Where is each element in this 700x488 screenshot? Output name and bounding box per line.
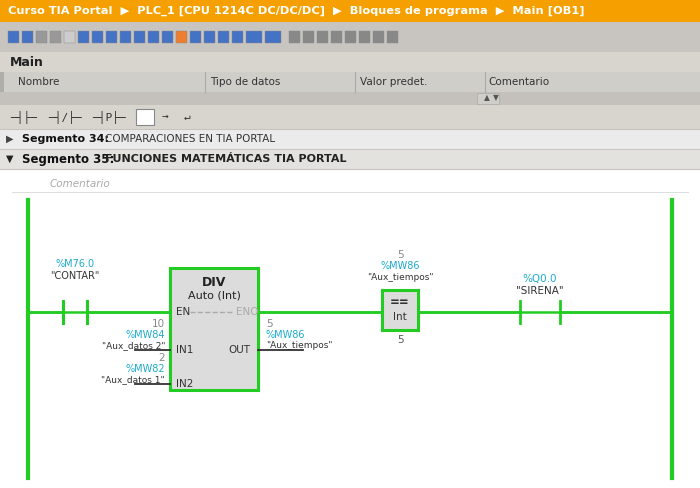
Bar [317,31,328,43]
Text: %MW82: %MW82 [125,364,165,374]
Text: ─┤/├─: ─┤/├─ [48,110,82,123]
Text: ENO: ENO [236,307,258,317]
Bar [218,31,229,43]
Bar [0,129,700,149]
Bar [22,31,33,43]
Bar [204,31,215,43]
Text: IN1: IN1 [176,345,193,355]
Text: 5: 5 [266,319,272,329]
Bar [0,52,700,72]
Bar [359,31,370,43]
Bar [246,31,262,43]
Bar [78,31,89,43]
Bar [289,31,300,43]
Bar [92,31,103,43]
Bar [382,290,418,330]
Text: Nombre: Nombre [18,77,60,87]
Text: Auto (Int): Auto (Int) [188,290,240,300]
Text: ─┤P├─: ─┤P├─ [92,110,126,123]
Text: Segmento 34:: Segmento 34: [22,134,109,144]
Bar [36,31,47,43]
Bar [170,268,258,390]
Text: ↵: ↵ [184,112,190,122]
Bar [345,31,356,43]
Bar [190,31,201,43]
Bar [477,93,499,104]
Text: ▼: ▼ [493,94,499,102]
Text: 10: 10 [152,319,165,329]
Bar [176,31,187,43]
Text: Int: Int [393,312,407,322]
Bar [0,22,700,52]
Text: Comentario: Comentario [488,77,549,87]
Text: %M76.0: %M76.0 [55,259,94,269]
Bar [0,72,700,92]
Bar [134,31,145,43]
Bar [0,0,700,22]
Text: %MW84: %MW84 [125,330,165,340]
Text: Segmento 35:: Segmento 35: [22,152,114,165]
Text: ▲: ▲ [484,94,490,102]
Text: "Aux_datos 1": "Aux_datos 1" [102,375,165,385]
Text: Curso TIA Portal  ▶  PLC_1 [CPU 1214C DC/DC/DC]  ▶  Bloques de programa  ▶  Main: Curso TIA Portal ▶ PLC_1 [CPU 1214C DC/D… [8,6,584,16]
Bar [265,31,281,43]
Bar [0,170,700,488]
Text: %MW86: %MW86 [266,330,305,340]
Bar [148,31,159,43]
Text: "Aux_datos 2": "Aux_datos 2" [102,342,165,350]
Bar [373,31,384,43]
Bar [0,92,700,105]
Text: ─┤├─: ─┤├─ [10,110,37,123]
Bar [64,31,75,43]
Text: ==: == [390,297,410,309]
Bar [0,72,4,92]
Text: EN: EN [176,307,190,317]
Bar [8,31,19,43]
Bar [106,31,117,43]
Text: FUNCIONES MATEMÁTICAS TIA PORTAL: FUNCIONES MATEMÁTICAS TIA PORTAL [105,154,346,164]
Text: Valor predet.: Valor predet. [360,77,428,87]
Text: ▶: ▶ [6,134,13,144]
Text: →: → [162,112,169,122]
Text: OUT: OUT [228,345,250,355]
Text: IN2: IN2 [176,379,193,389]
Text: %Q0.0: %Q0.0 [523,274,557,284]
Text: "Aux_tiempos": "Aux_tiempos" [266,342,332,350]
Bar [162,31,173,43]
Text: Comentario: Comentario [50,179,111,189]
Text: 2: 2 [158,353,165,363]
Bar [50,31,61,43]
Bar [232,31,243,43]
Text: ??: ?? [138,112,151,122]
Text: Main: Main [10,56,44,68]
Text: "CONTAR": "CONTAR" [50,271,99,281]
Text: ▼: ▼ [6,154,13,164]
Bar [0,149,700,169]
Bar [303,31,314,43]
Text: "Aux_tiempos": "Aux_tiempos" [367,272,433,282]
Text: 5: 5 [397,335,403,345]
Text: Tipo de datos: Tipo de datos [210,77,281,87]
Text: "SIRENA": "SIRENA" [516,286,564,296]
Bar [331,31,342,43]
Bar [387,31,398,43]
Text: 5: 5 [397,250,403,260]
Bar [120,31,131,43]
Bar [0,105,700,129]
Text: COMPARACIONES EN TIA PORTAL: COMPARACIONES EN TIA PORTAL [105,134,275,144]
Text: DIV: DIV [202,276,226,288]
Bar [136,109,154,125]
Text: %MW86: %MW86 [380,261,420,271]
